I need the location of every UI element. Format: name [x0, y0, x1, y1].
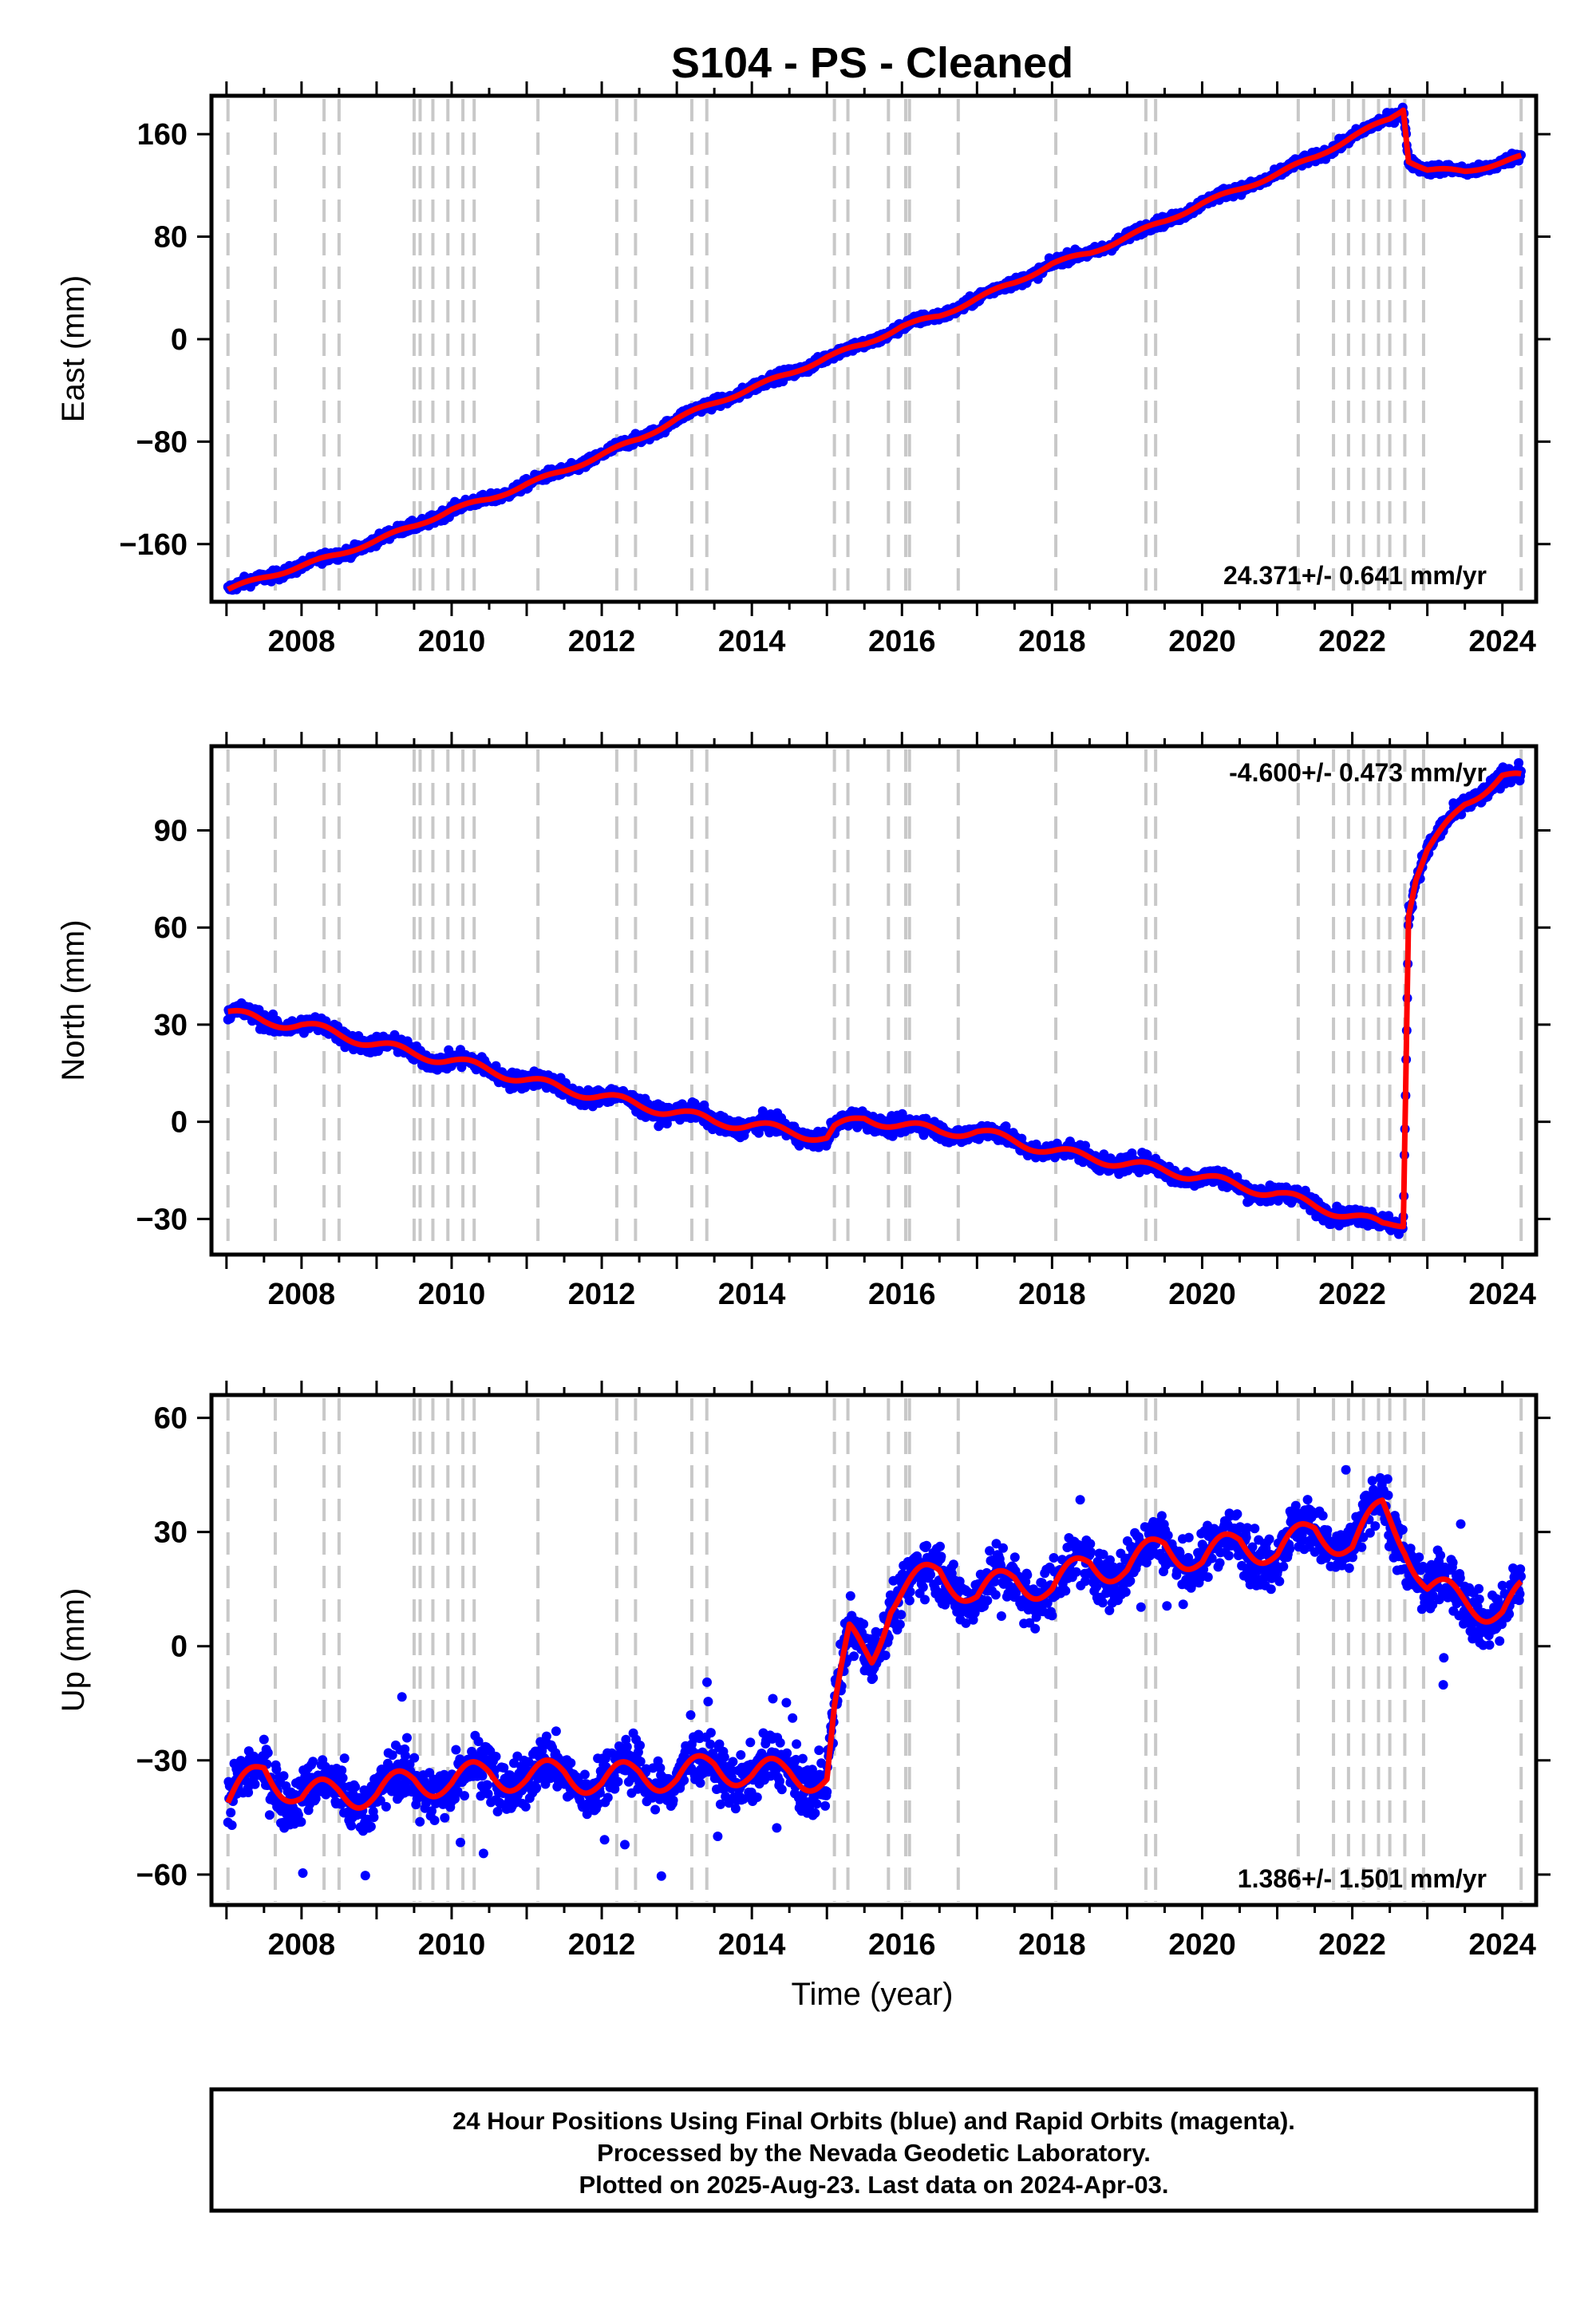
x-tick-label: 2008	[268, 625, 336, 658]
data-point	[1514, 758, 1524, 768]
x-tick-label: 2022	[1318, 625, 1386, 658]
x-tick-label: 2010	[418, 625, 486, 658]
y-tick-label: 30	[154, 1009, 188, 1042]
data-point	[264, 1810, 275, 1820]
x-tick-label: 2014	[718, 625, 786, 658]
y-tick-label: −160	[119, 528, 188, 562]
east-panel: 2008 2010 2012 2014 2016 2018 2020 2022 2024 −160…	[56, 81, 1551, 658]
data-point	[250, 1779, 260, 1789]
x-tick-label: 2016	[868, 1278, 936, 1311]
x-tick-label: 2020	[1168, 1278, 1236, 1311]
y-tick-label: 0	[171, 1106, 188, 1140]
x-tick-label: 2022	[1318, 1278, 1386, 1311]
y-tick-label: 80	[154, 221, 188, 255]
data-point	[263, 1748, 273, 1758]
x-tick-label: 2024	[1468, 625, 1536, 658]
x-tick-label: 2018	[1018, 625, 1086, 658]
x-tick-label: 2014	[718, 1278, 786, 1311]
rate-label: -4.600+/- 0.473 mm/yr	[1229, 758, 1487, 787]
x-tick-label: 2012	[568, 1278, 636, 1311]
x-tick-label: 2010	[418, 1278, 486, 1311]
y-tick-label: 160	[137, 118, 188, 152]
x-tick-label: 2016	[868, 625, 936, 658]
x-tick-label: 2020	[1168, 625, 1236, 658]
north-panel: 2008 2010 2012 2014 2016 2018 2020 2022 2024 −30 0…	[56, 732, 1551, 1311]
x-tick-label: 2012	[568, 625, 636, 658]
y-tick-label: 60	[154, 911, 188, 945]
model-curve	[226, 770, 1523, 1230]
y-axis-label: East (mm)	[56, 275, 91, 422]
data-point	[279, 1771, 289, 1781]
rate-label: 24.371+/- 0.641 mm/yr	[1223, 561, 1487, 590]
data-point	[259, 1734, 269, 1745]
y-tick-label: 0	[171, 323, 188, 357]
data-point	[226, 1808, 236, 1818]
x-tick-label: 2018	[1018, 1278, 1086, 1311]
y-axis-label: North (mm)	[56, 919, 91, 1081]
data-point	[227, 1820, 237, 1830]
y-tick-label: −30	[136, 1203, 188, 1236]
figure-title: S104 - PS - Cleaned	[671, 39, 1073, 87]
x-tick-label: 2008	[268, 1278, 336, 1311]
y-tick-label: 90	[154, 814, 188, 848]
up-panel: 2008 2010 2012 2014 2016 2018 2020 2022 2024−60−…	[56, 1381, 1551, 1962]
plot-frame	[209, 744, 1539, 1257]
y-tick-label: −80	[136, 425, 188, 459]
x-tick-label: 2024	[1468, 1278, 1536, 1311]
